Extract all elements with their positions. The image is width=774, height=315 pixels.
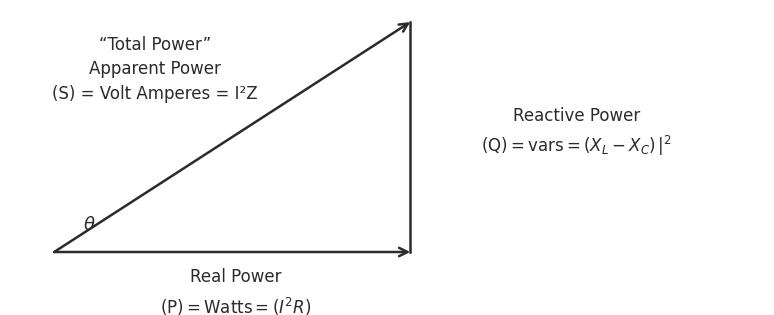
- Text: “Total Power”
Apparent Power
(S) = Volt Amperes = I²Z: “Total Power” Apparent Power (S) = Volt …: [52, 36, 258, 103]
- Text: Reactive Power
$(\mathrm{Q}) = \mathrm{vars} = (X_L - X_C)\,|^2$: Reactive Power $(\mathrm{Q}) = \mathrm{v…: [481, 107, 672, 158]
- Text: θ: θ: [84, 216, 94, 234]
- Text: Real Power
$(\mathrm{P}) = \mathrm{Watts} = (I^2 R)$: Real Power $(\mathrm{P}) = \mathrm{Watts…: [160, 268, 312, 315]
